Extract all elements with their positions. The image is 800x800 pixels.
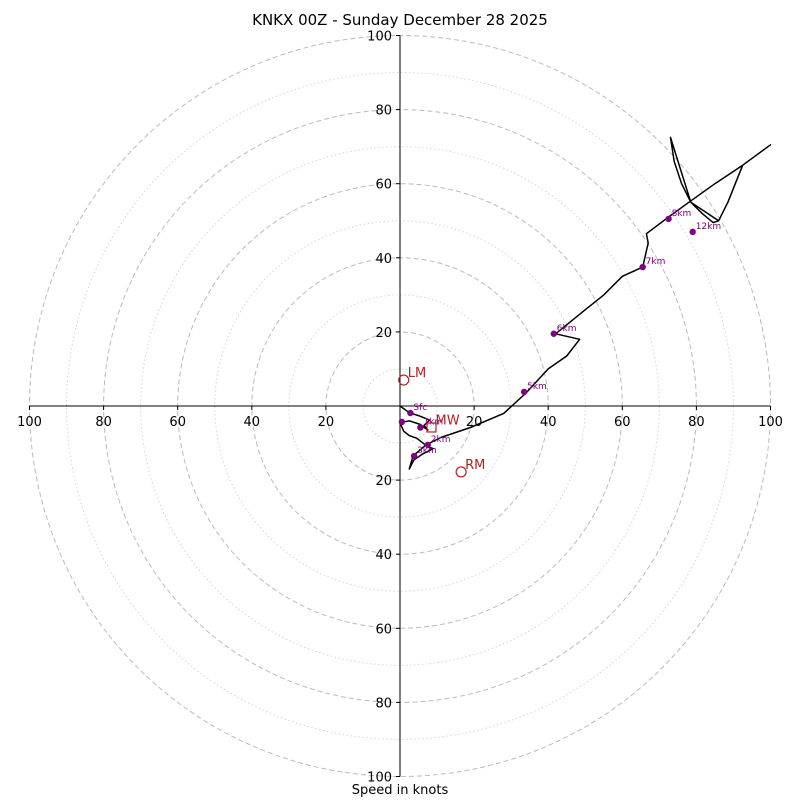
- height-point: [550, 330, 557, 337]
- x-tick-label: 80: [688, 415, 705, 430]
- height-label: 2km: [431, 435, 451, 445]
- height-point: [689, 228, 696, 236]
- height-point: [424, 441, 431, 449]
- height-label: Sfc: [413, 403, 427, 413]
- storm-motion-label: RM: [465, 458, 485, 473]
- x-tick-label: 100: [17, 415, 42, 430]
- height-point: [417, 424, 424, 431]
- y-tick-label: 100: [367, 771, 392, 786]
- x-axis-label: Speed in knots: [351, 783, 449, 798]
- storm-motion-label: LM: [408, 366, 426, 381]
- x-tick-label: 20: [466, 415, 483, 430]
- y-tick-label: 20: [375, 326, 392, 341]
- y-tick-label: 40: [375, 252, 392, 267]
- height-point: [398, 418, 406, 426]
- storm-motion-label: MW: [435, 413, 459, 428]
- x-tick-label: 40: [244, 415, 261, 430]
- y-tick-label: 60: [375, 622, 392, 637]
- chart-title: KNKX 00Z - Sunday December 28 2025: [252, 11, 548, 29]
- y-tick-label: 100: [367, 30, 392, 45]
- x-tick-label: 80: [95, 415, 112, 430]
- storm-motion-marker: [398, 374, 410, 386]
- height-point: [639, 263, 646, 271]
- height-point: [665, 215, 672, 223]
- y-tick-label: 80: [375, 104, 392, 119]
- storm-motion-markers: LM RM MW: [398, 366, 485, 478]
- x-tick-label: 20: [318, 415, 335, 430]
- height-label: 8km: [672, 209, 692, 219]
- height-label: 3km: [417, 446, 437, 456]
- tick-labels: 100 80 60 40 20 20 40 60 80 100 100 80 60 40 20 20 40 60 8…: [17, 30, 783, 786]
- y-tick-label: 80: [375, 696, 392, 711]
- x-tick-label: 40: [540, 415, 557, 430]
- height-label: 12km: [696, 222, 721, 232]
- mean-wind-marker: [426, 422, 437, 433]
- height-label: 7km: [646, 257, 666, 267]
- y-tick-label: 40: [375, 548, 392, 563]
- height-point: [407, 409, 414, 417]
- height-point: [410, 452, 418, 460]
- y-tick-label: 20: [375, 474, 392, 489]
- hodograph-line: [399, 136, 772, 470]
- height-label: 6km: [557, 324, 577, 334]
- x-tick-label: 60: [169, 415, 186, 430]
- x-tick-label: 60: [614, 415, 631, 430]
- wind-trace: [399, 136, 772, 470]
- y-tick-label: 60: [375, 178, 392, 193]
- height-point: [520, 388, 528, 396]
- height-label: 5km: [527, 382, 547, 392]
- storm-motion-marker: [455, 466, 467, 478]
- x-tick-label: 100: [758, 415, 783, 430]
